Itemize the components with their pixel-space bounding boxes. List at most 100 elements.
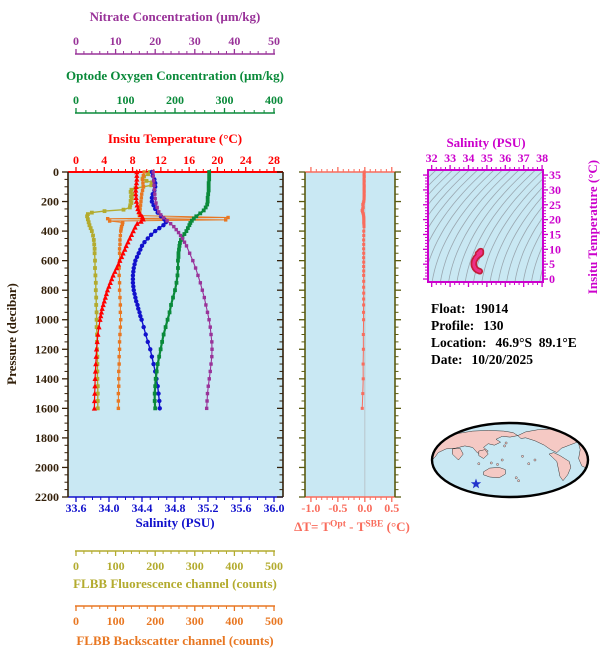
svg-text:300: 300 xyxy=(186,614,204,628)
ts-temperature-title: Insitu Temperature (°C) xyxy=(585,160,600,294)
backscatter-axis-title: FLBB Backscatter channel (counts) xyxy=(76,633,273,648)
svg-text:10: 10 xyxy=(549,242,561,256)
svg-text:1600: 1600 xyxy=(35,401,59,415)
world-map xyxy=(430,421,590,499)
salinity-axis-title: Salinity (PSU) xyxy=(135,515,214,530)
svg-text:0: 0 xyxy=(549,272,555,286)
svg-text:2000: 2000 xyxy=(35,460,59,474)
svg-text:2200: 2200 xyxy=(35,490,59,504)
svg-text:1400: 1400 xyxy=(35,372,59,386)
ts-salinity-title: Salinity (PSU) xyxy=(446,135,525,150)
svg-text:400: 400 xyxy=(41,224,59,238)
svg-text:36.0: 36.0 xyxy=(264,501,285,515)
svg-text:15: 15 xyxy=(549,227,561,241)
backscatter-axis: 0 100 200 300 400 500 xyxy=(73,605,283,628)
svg-text:400: 400 xyxy=(265,93,283,107)
svg-text:5: 5 xyxy=(549,257,555,271)
svg-text:0.5: 0.5 xyxy=(384,501,399,515)
svg-text:200: 200 xyxy=(41,195,59,209)
ts-profile-blob xyxy=(470,247,485,275)
nitrate-axis: 0 10 20 30 40 50 xyxy=(73,34,280,55)
svg-text:-0.5: -0.5 xyxy=(328,501,347,515)
svg-text:12: 12 xyxy=(155,153,167,167)
svg-text:200: 200 xyxy=(166,93,184,107)
svg-text:36: 36 xyxy=(499,151,511,165)
svg-text:0: 0 xyxy=(73,34,79,48)
date-label: Date: xyxy=(431,352,463,367)
svg-text:8: 8 xyxy=(130,153,136,167)
svg-text:34.4: 34.4 xyxy=(132,501,153,515)
nitrate-profile-curve xyxy=(151,170,214,411)
svg-text:200: 200 xyxy=(146,614,164,628)
svg-text:24: 24 xyxy=(240,153,252,167)
delta-t-axis-title: ΔT= TOpt - TSBE (°C) xyxy=(294,519,410,534)
svg-text:20: 20 xyxy=(549,213,561,227)
svg-text:16: 16 xyxy=(183,153,195,167)
fluorescence-axis-title: FLBB Fluorescence channel (counts) xyxy=(73,576,277,591)
svg-text:0: 0 xyxy=(53,165,59,179)
svg-text:0: 0 xyxy=(73,153,79,167)
temperature-profile-curve xyxy=(91,169,146,411)
svg-text:100: 100 xyxy=(107,559,125,573)
float-value: 19014 xyxy=(474,301,509,316)
svg-text:30: 30 xyxy=(189,34,201,48)
fluorescence-axis: 0 100 200 300 400 500 xyxy=(73,550,283,573)
svg-text:34.8: 34.8 xyxy=(165,501,186,515)
metadata-date: Date: 10/20/2025 xyxy=(431,351,577,368)
metadata-location: Location: 46.9°S 89.1°E xyxy=(431,334,577,351)
svg-text:20: 20 xyxy=(149,34,161,48)
svg-text:32: 32 xyxy=(426,151,438,165)
isopycnal-contours xyxy=(428,170,543,282)
svg-text:20: 20 xyxy=(211,153,223,167)
delta-t-plot: -1.0 -0.5 0.0 0.5 xyxy=(299,167,401,515)
pressure-axis-title: Pressure (decibar) xyxy=(4,283,19,385)
profile-value: 130 xyxy=(483,318,504,333)
svg-text:500: 500 xyxy=(265,614,283,628)
profile-label: Profile: xyxy=(431,318,475,333)
temperature-axis-title: Insitu Temperature (°C) xyxy=(108,131,242,146)
svg-text:35: 35 xyxy=(549,168,561,182)
svg-text:100: 100 xyxy=(117,93,135,107)
svg-text:10: 10 xyxy=(110,34,122,48)
svg-text:50: 50 xyxy=(268,34,280,48)
svg-text:38: 38 xyxy=(536,151,548,165)
svg-text:400: 400 xyxy=(225,559,243,573)
svg-text:0.0: 0.0 xyxy=(357,501,372,515)
float-metadata: Float: 19014 Profile: 130 Location: 46.9°S … xyxy=(431,300,577,368)
svg-text:34: 34 xyxy=(462,151,474,165)
svg-text:0: 0 xyxy=(73,614,79,628)
svg-text:30: 30 xyxy=(549,183,561,197)
svg-text:0: 0 xyxy=(73,93,79,107)
svg-text:33.6: 33.6 xyxy=(66,501,87,515)
svg-text:35.6: 35.6 xyxy=(231,501,252,515)
nitrate-axis-title: Nitrate Concentration (µm/kg) xyxy=(90,9,261,24)
oxygen-axis: 0 100 200 300 400 xyxy=(73,93,283,114)
svg-text:1000: 1000 xyxy=(35,313,59,327)
svg-text:33: 33 xyxy=(444,151,456,165)
oxygen-profile-curve xyxy=(152,170,212,411)
svg-text:100: 100 xyxy=(107,614,125,628)
svg-text:400: 400 xyxy=(225,614,243,628)
map-outline xyxy=(430,421,590,499)
date-value: 10/20/2025 xyxy=(471,352,533,367)
svg-text:1200: 1200 xyxy=(35,342,59,356)
svg-text:300: 300 xyxy=(186,559,204,573)
svg-text:34.0: 34.0 xyxy=(99,501,120,515)
svg-text:800: 800 xyxy=(41,283,59,297)
svg-text:-1.0: -1.0 xyxy=(301,501,320,515)
metadata-profile: Profile: 130 xyxy=(431,317,577,334)
svg-text:300: 300 xyxy=(216,93,234,107)
location-value: 46.9°S 89.1°E xyxy=(495,335,577,350)
svg-text:4: 4 xyxy=(101,153,107,167)
svg-text:35.2: 35.2 xyxy=(198,501,219,515)
oxygen-axis-title: Optode Oxygen Concentration (µm/kg) xyxy=(66,68,284,83)
svg-text:200: 200 xyxy=(146,559,164,573)
ts-plot-area xyxy=(428,170,543,282)
svg-text:0: 0 xyxy=(73,559,79,573)
float-label: Float: xyxy=(431,301,466,316)
svg-text:28: 28 xyxy=(268,153,280,167)
location-label: Location: xyxy=(431,335,487,350)
